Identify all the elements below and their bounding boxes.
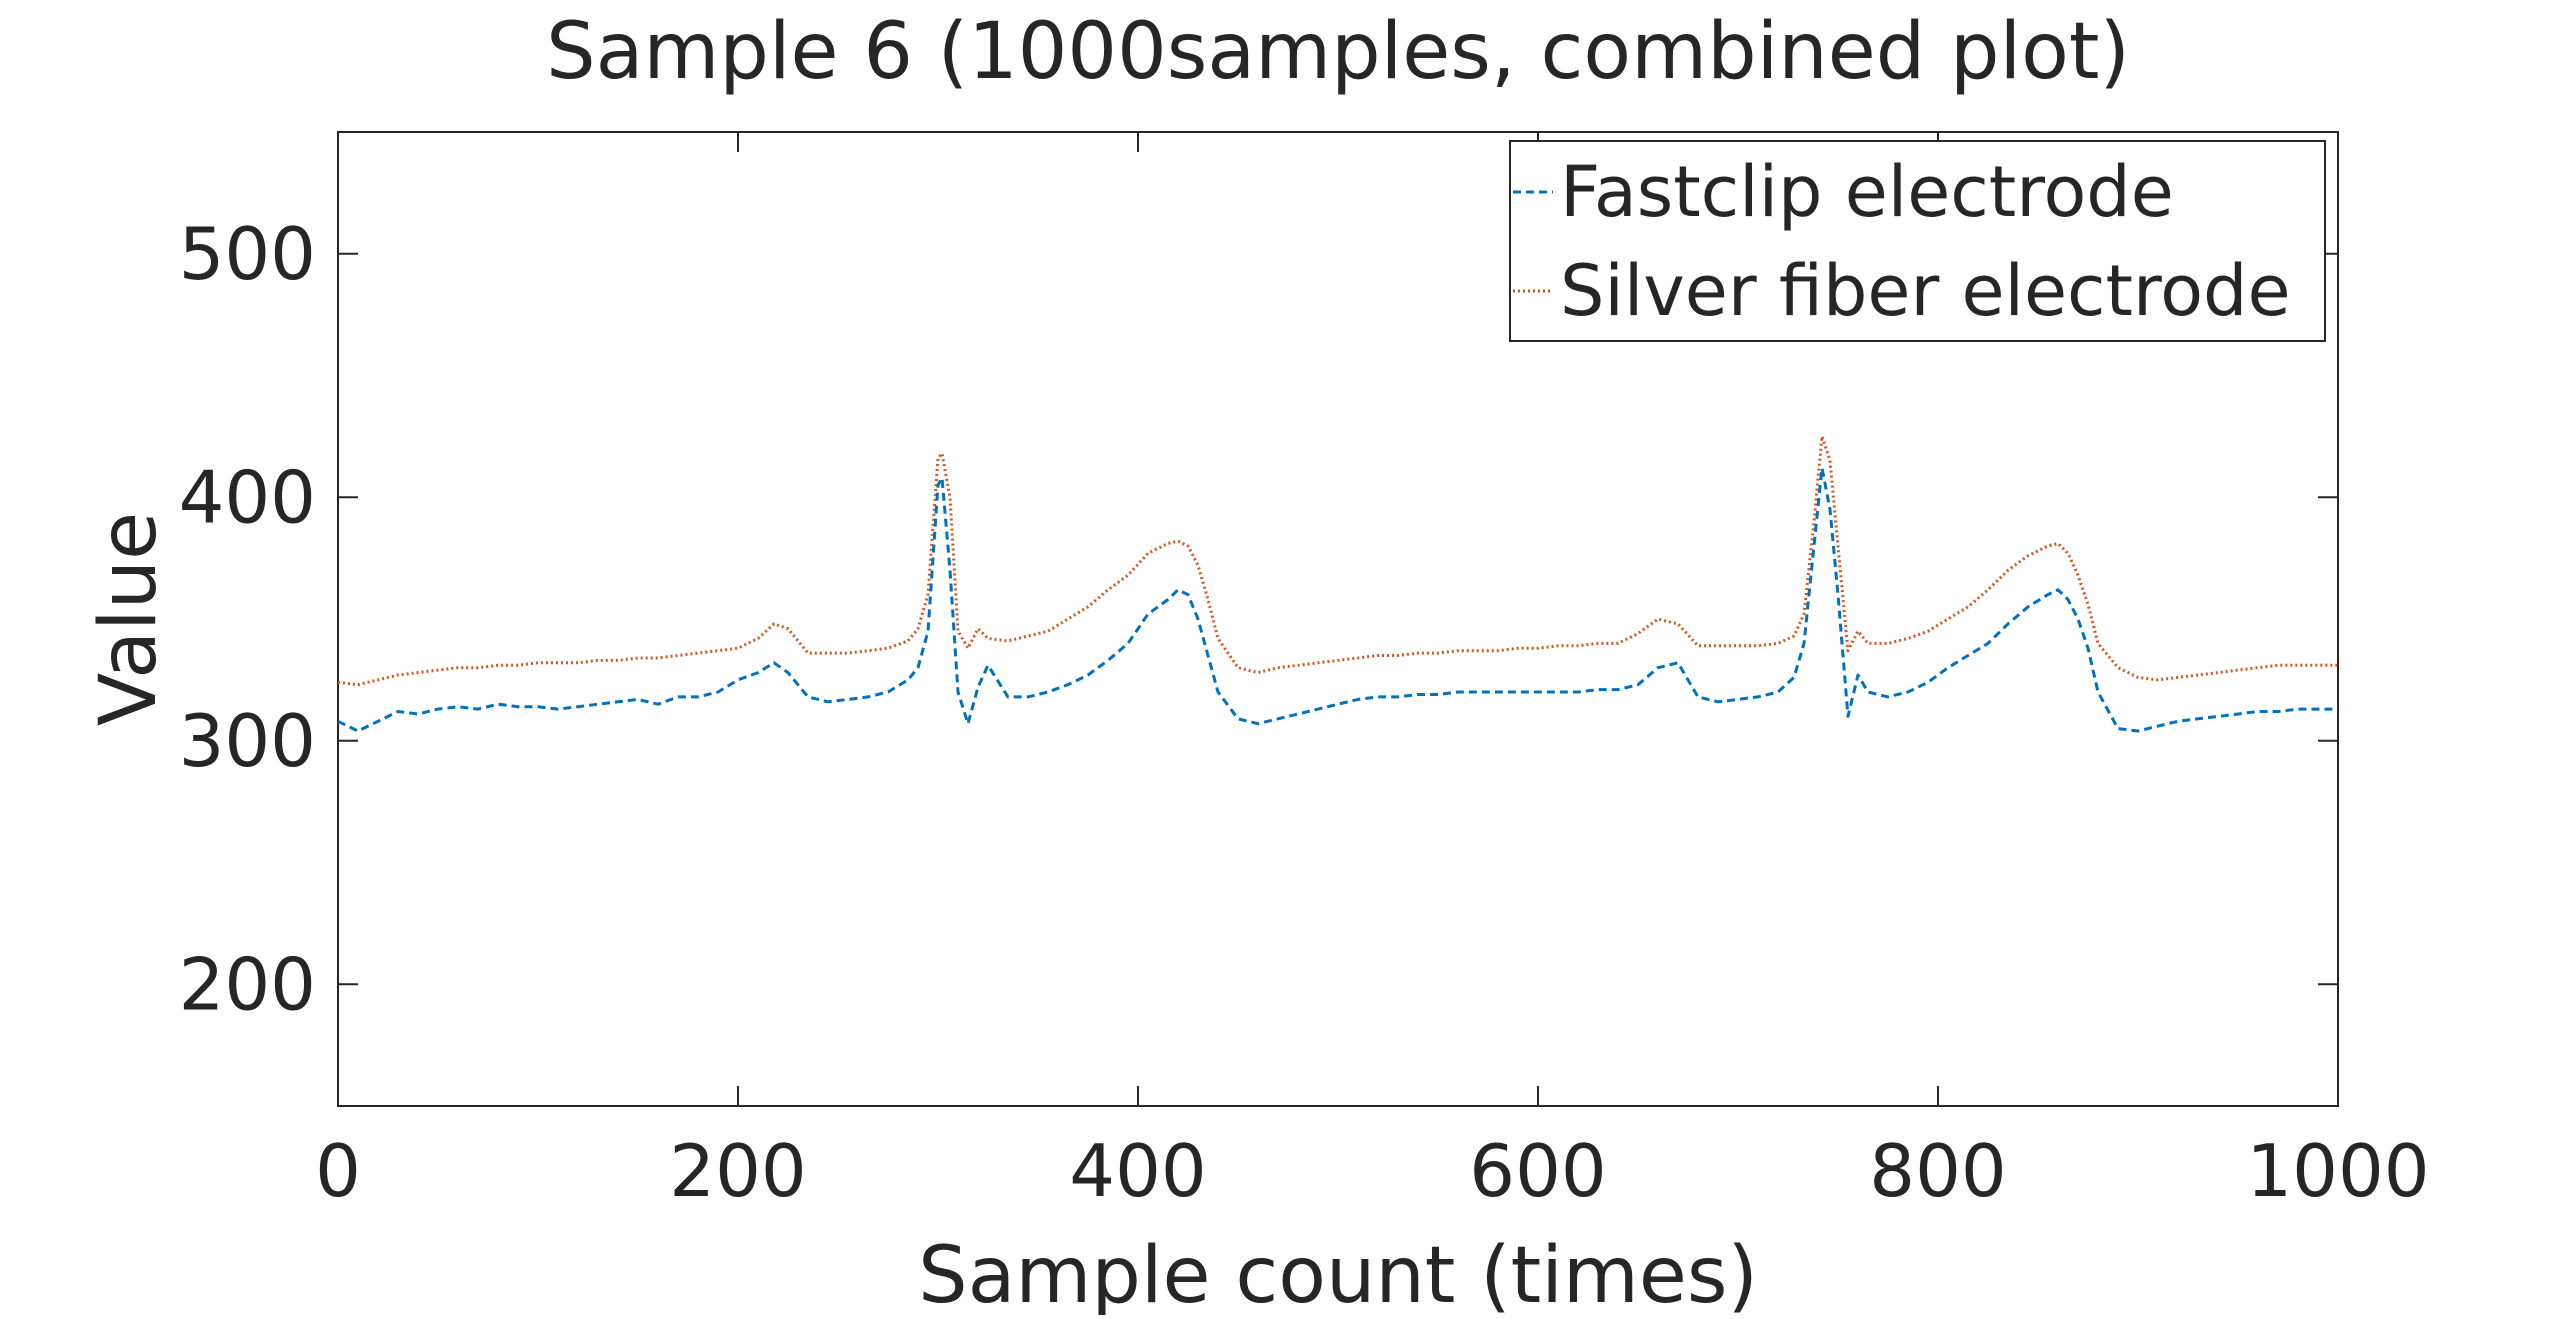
y-axis: 200 300 400 500 (179, 212, 2338, 1026)
series-line-fastclip (337, 466, 2338, 733)
y-tick-label: 200 (179, 942, 316, 1026)
y-axis-label: Value (84, 512, 174, 726)
x-tick-label: 1000 (2246, 1129, 2429, 1213)
legend-box (1509, 140, 2326, 342)
x-tick-label: 400 (1069, 1129, 1206, 1213)
x-tick-label: 800 (1869, 1129, 2006, 1213)
chart-title: Sample 6 (1000samples, combined plot) (546, 7, 2130, 97)
legend: Fastclip electrode Silver fiber electrod… (1509, 140, 2326, 342)
x-axis: 0 200 400 600 800 1000 (315, 132, 2430, 1213)
x-tick-label: 600 (1469, 1129, 1606, 1213)
x-tick-label: 200 (669, 1129, 806, 1213)
x-tick-label: 0 (315, 1129, 361, 1213)
series-line-silver-fiber (337, 434, 2338, 687)
y-tick-label: 500 (179, 212, 316, 296)
y-tick-label: 300 (179, 699, 316, 783)
legend-label-silver-fiber: Silver fiber electrode (1560, 250, 2291, 332)
y-tick-label: 400 (179, 455, 316, 539)
series-group (337, 434, 2338, 733)
x-axis-label: Sample count (times) (918, 1231, 1758, 1315)
legend-label-fastclip: Fastclip electrode (1560, 151, 2174, 233)
